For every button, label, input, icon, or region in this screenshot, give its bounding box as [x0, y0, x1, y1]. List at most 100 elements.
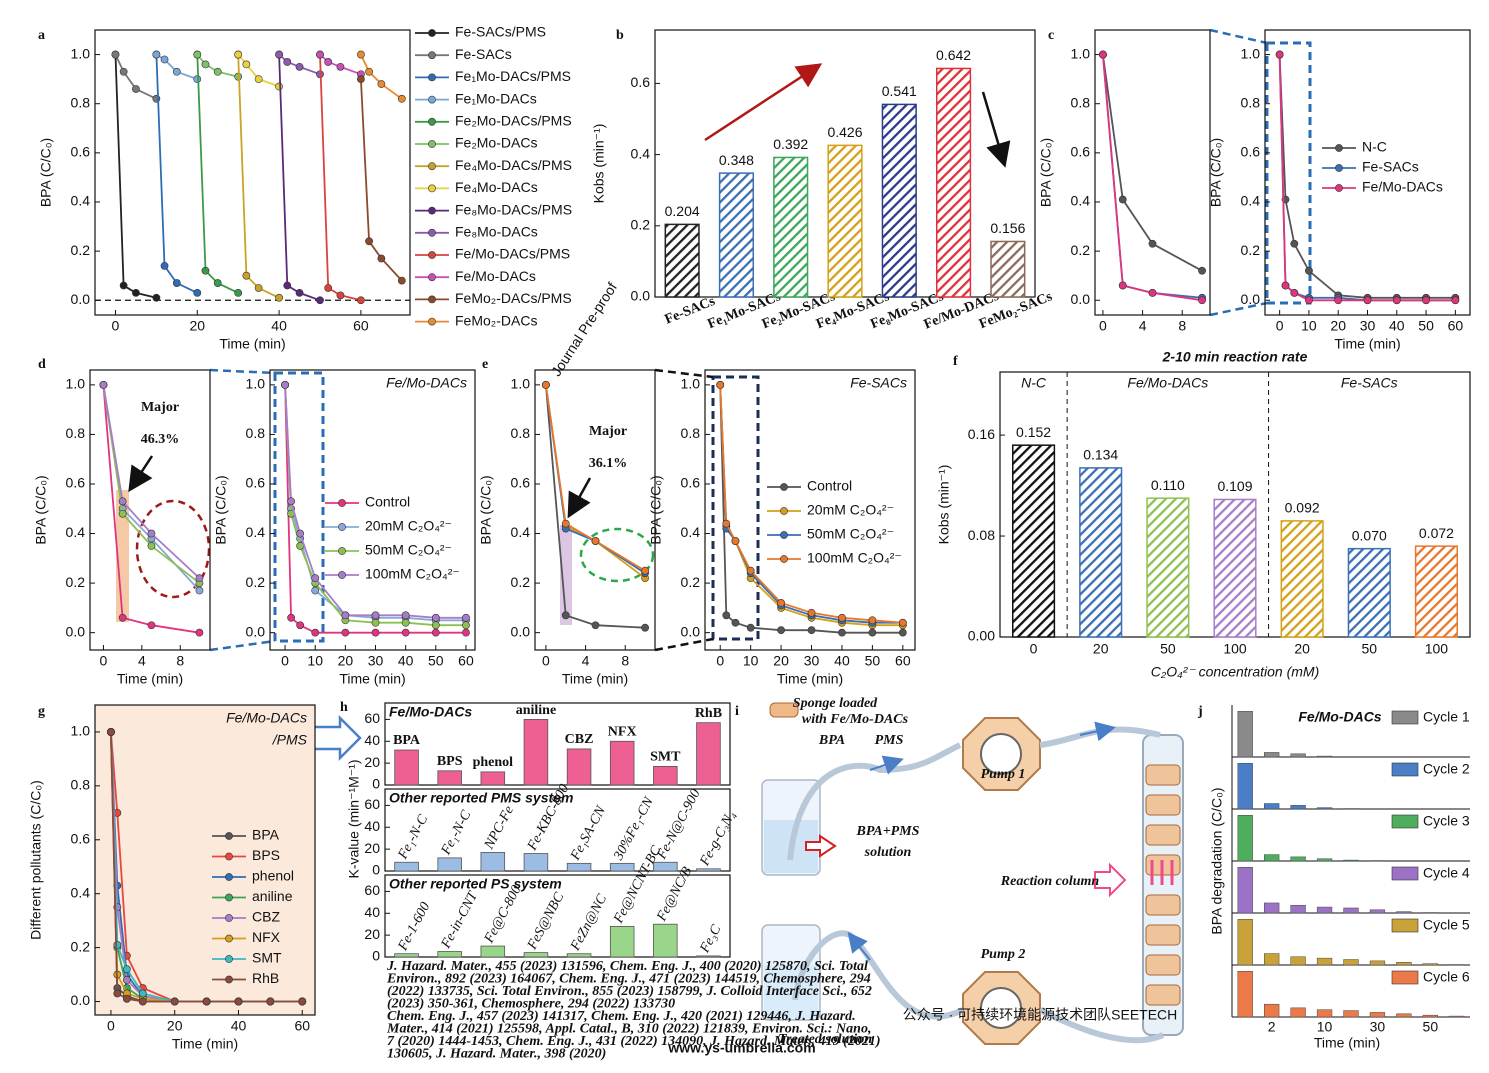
subtitle: Fe-SACs	[850, 375, 907, 391]
x-tick-label: 4	[582, 653, 590, 669]
x-tick-label: 20	[167, 1018, 183, 1034]
data-point	[722, 611, 731, 620]
data-point	[377, 80, 386, 88]
flow-arrow	[847, 931, 871, 961]
data-point	[254, 75, 263, 84]
bar	[1414, 545, 1458, 638]
data-point	[281, 380, 289, 389]
data-point	[591, 621, 600, 630]
data-point	[234, 50, 243, 59]
legend-label: 50mM C₂O₄²⁻	[807, 526, 894, 542]
y-tick-label: 0.08	[968, 527, 995, 543]
data-point	[147, 542, 156, 550]
y-tick-label: 0.6	[511, 475, 531, 491]
bar	[1343, 859, 1359, 862]
data-point	[1275, 50, 1284, 59]
data-point	[731, 537, 740, 545]
legend-label: Fe-SACs	[455, 46, 512, 62]
legend-marker	[428, 273, 436, 282]
y-tick-label: 1.0	[1241, 45, 1261, 61]
data-point	[266, 997, 275, 1006]
x-tick-label: 0	[112, 318, 120, 334]
reference-note: Mater., 414 (2021) 125598, Appl. Catal.,…	[386, 1022, 871, 1037]
value-label: 0.092	[1285, 500, 1320, 516]
data-point	[311, 574, 320, 583]
panel-letter: h	[340, 700, 348, 715]
legend-swatch	[1391, 866, 1419, 881]
data-point	[298, 997, 307, 1006]
legend-marker	[428, 206, 436, 215]
legend-swatch	[1391, 710, 1419, 725]
data-point	[283, 58, 292, 66]
legend-marker	[225, 914, 233, 922]
bar	[1264, 854, 1280, 862]
bar	[394, 953, 419, 958]
tube	[1039, 726, 1161, 748]
legend-label: Fe₂Mo-DACs	[455, 135, 537, 151]
diagram-label: BPA+PMS	[856, 824, 920, 839]
bar	[881, 103, 917, 298]
bar	[609, 925, 635, 958]
bar	[773, 156, 809, 298]
bar	[1290, 1007, 1306, 1018]
x-tick-label: 40	[271, 318, 287, 334]
panel-letter: f	[953, 354, 958, 369]
bar	[653, 861, 678, 872]
y-tick-label: 0.8	[1071, 94, 1091, 110]
data-point	[561, 519, 570, 528]
category-label: 20	[1093, 641, 1109, 657]
data-point	[838, 613, 846, 622]
series-line	[114, 54, 157, 100]
data-point	[316, 50, 324, 59]
y-tick-label: 0.2	[71, 242, 91, 258]
y-tick-label: 0.2	[66, 574, 86, 590]
data-point	[431, 628, 440, 637]
x-tick-label: 0	[716, 653, 724, 669]
diagram-label: BPA	[818, 733, 845, 748]
panel-letter: b	[616, 28, 624, 43]
highlight	[560, 525, 572, 625]
category-label: BPA	[393, 733, 421, 748]
bar	[1280, 520, 1324, 638]
bar	[653, 766, 678, 786]
x-tick-label: 40	[834, 653, 850, 669]
category-label: 50	[1160, 641, 1176, 657]
bar	[696, 722, 721, 786]
group-label: Fe-SACs	[1341, 375, 1398, 391]
data-point	[365, 237, 373, 246]
y-tick-label: 0.4	[71, 884, 91, 900]
data-point	[462, 628, 470, 637]
y-tick-label: 0	[372, 776, 380, 792]
data-point	[807, 608, 816, 617]
category-label: NFX	[608, 724, 637, 739]
y-tick-label: 0.2	[1241, 242, 1261, 258]
x-tick-label: 50	[1423, 1019, 1439, 1035]
x-tick-label: 60	[458, 653, 474, 669]
legend-label: Fe₂Mo-DACs/PMS	[455, 113, 572, 129]
x-tick-label: 20	[1330, 318, 1346, 334]
chart-title: Fe/Mo-DACs	[389, 704, 472, 720]
legend-label: Fe/Mo-DACs	[455, 268, 536, 284]
legend-marker	[428, 140, 436, 148]
x-tick-label: 30	[368, 653, 384, 669]
data-point	[431, 621, 440, 630]
data-point	[777, 626, 785, 635]
y-tick-label: 40	[364, 732, 380, 748]
bar	[696, 868, 721, 872]
x-tick-label: 0	[107, 1018, 115, 1034]
y-tick-label: 20	[364, 840, 380, 856]
legend-label: 20mM C₂O₄²⁻	[807, 502, 894, 518]
data-point	[201, 266, 210, 275]
bar	[480, 852, 506, 872]
highlight-ellipse	[135, 499, 211, 599]
diagram-label: Treated solution	[778, 1032, 872, 1047]
x-axis-label: Time (min)	[1334, 336, 1400, 352]
data-point	[118, 613, 127, 622]
bar	[696, 955, 721, 958]
legend-marker	[428, 295, 436, 304]
plot-frame	[384, 788, 731, 872]
value-label: 0.152	[1016, 424, 1051, 440]
bar	[1290, 904, 1306, 914]
panel-letter: j	[1197, 704, 1203, 719]
series-line	[1102, 54, 1203, 302]
